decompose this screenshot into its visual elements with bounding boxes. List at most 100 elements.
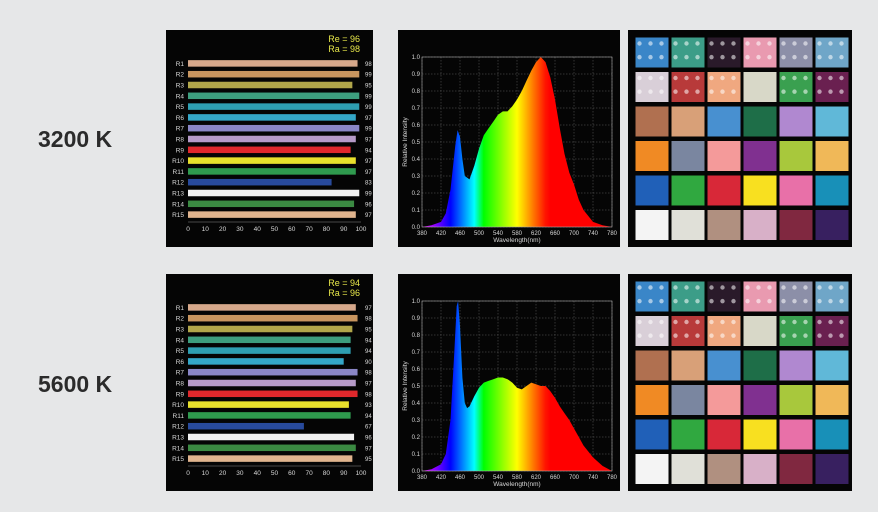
swatch-pattern-dot (781, 89, 786, 94)
spectrum-y-tick-label: 0.0 (412, 225, 421, 231)
ra-label: Ra = 96 (328, 288, 360, 298)
cri-value-label: 98 (365, 371, 372, 377)
cri-bar (188, 379, 356, 387)
cri-bar (188, 189, 360, 197)
fabric-swatch (815, 454, 849, 484)
swatch-pattern-dot (731, 319, 736, 325)
cri-tick-label: 60 (288, 470, 296, 477)
cri-tick-label: 70 (305, 226, 313, 233)
swatch-pattern-dot (828, 89, 833, 94)
cri-value-label: 94 (365, 349, 372, 355)
spectrum-y-tick-label: 0.4 (412, 157, 421, 163)
fabric-swatch (815, 106, 849, 137)
cri-bar (188, 390, 358, 398)
cri-category-label: R8 (176, 137, 185, 144)
swatch-pattern-dot (756, 54, 761, 60)
swatch-pattern-dot (684, 333, 689, 338)
swatch-pattern-dot (781, 285, 786, 290)
spectrum-x-tick-label: 740 (588, 231, 599, 237)
spectrum-y-axis-label: Relative Intensity (402, 117, 409, 167)
swatch-pattern-dot (659, 333, 664, 338)
swatch-pattern-dot (817, 75, 822, 81)
cri-value-label: 93 (365, 403, 372, 409)
cri-tick-label: 60 (288, 226, 296, 233)
swatch-pattern-dot (803, 333, 808, 338)
swatch-pattern-dot (745, 54, 750, 60)
spectrum-x-tick-label: 620 (531, 231, 542, 237)
swatch-pattern-dot (803, 89, 808, 94)
fabric-swatch (671, 141, 705, 171)
cri-bar (188, 211, 356, 218)
cri-value-label: 94 (365, 414, 372, 420)
swatch-photo-5600k (628, 274, 852, 491)
swatch-pattern-dot (695, 54, 700, 60)
swatch-pattern-dot (695, 285, 700, 290)
cri-category-label: R11 (173, 413, 185, 420)
cri-value-label: 95 (365, 328, 372, 334)
fabric-swatch (815, 141, 849, 171)
swatch-pattern-dot (828, 285, 833, 290)
fabric-swatch (707, 106, 741, 137)
cri-category-label: R3 (176, 83, 185, 90)
swatch-pattern-dot (720, 89, 725, 94)
swatch-pattern-dot (659, 285, 664, 290)
cri-bar (188, 325, 353, 333)
spectrum-x-tick-label: 420 (436, 231, 447, 237)
cri-tick-label: 0 (186, 226, 190, 233)
cri-bar (188, 401, 349, 408)
fabric-swatch (635, 385, 669, 415)
cri-category-label: R3 (176, 327, 185, 334)
cri-value-label: 97 (365, 170, 372, 176)
fabric-swatch (779, 106, 813, 137)
swatch-pattern-dot (684, 285, 689, 290)
cri-category-label: R5 (176, 104, 185, 111)
swatch-pattern-dot (673, 41, 678, 46)
cri-category-label: R15 (172, 456, 184, 463)
cri-tick-label: 10 (202, 470, 210, 477)
swatch-pattern-dot (839, 41, 844, 46)
cri-category-label: R2 (176, 72, 185, 79)
swatch-pattern-dot (709, 285, 714, 290)
fabric-swatch (707, 175, 741, 206)
fabric-swatch (779, 210, 813, 240)
spectrum-x-tick-label: 660 (550, 475, 561, 481)
spectrum-y-tick-label: 0.5 (412, 384, 421, 390)
fabric-swatch (743, 175, 777, 206)
cri-value-label: 90 (365, 360, 372, 366)
fabric-swatch (635, 106, 669, 137)
fabric-swatch-grid-5600k (635, 281, 849, 484)
fabric-swatch (779, 454, 813, 484)
swatch-pattern-dot (767, 298, 772, 304)
fabric-swatch (671, 419, 705, 450)
spectrum-plot-5600k: 0.0 0.1 0.2 0.3 0.4 0.5 0.6 0.7 0.8 0.9 1.0 380 420 4… (402, 299, 618, 488)
cri-bar (188, 157, 356, 164)
swatch-pattern-dot (720, 285, 725, 290)
swatch-pattern-dot (756, 41, 761, 46)
swatch-pattern-dot (695, 333, 700, 338)
cri-category-label: R7 (176, 126, 185, 133)
swatch-pattern-dot (659, 298, 664, 304)
cri-value-label: 95 (365, 457, 372, 463)
swatch-pattern-dot (839, 298, 844, 304)
cri-category-label: R9 (176, 391, 185, 398)
swatch-pattern-dot (648, 333, 653, 338)
cri-value-label: 96 (365, 436, 372, 442)
swatch-pattern-dot (648, 41, 653, 46)
swatch-pattern-dot (792, 319, 797, 325)
fabric-swatch (815, 175, 849, 206)
swatch-pattern-dot (684, 41, 689, 46)
spectrum-y-tick-label: 0.2 (412, 435, 421, 441)
cri-value-label: 97 (365, 138, 372, 144)
fabric-swatch (779, 419, 813, 450)
spectrum-y-tick-label: 0.1 (412, 208, 421, 214)
fabric-swatch (707, 350, 741, 381)
cri-category-label: R11 (173, 169, 185, 176)
spectrum-y-tick-label: 0.7 (412, 106, 421, 112)
cri-value-label: 98 (365, 392, 372, 398)
cri-value-label: 98 (365, 317, 372, 323)
swatch-pattern-dot (731, 285, 736, 290)
fabric-swatch (707, 141, 741, 171)
swatch-pattern-dot (673, 54, 678, 60)
cri-value-label: 94 (365, 338, 372, 344)
